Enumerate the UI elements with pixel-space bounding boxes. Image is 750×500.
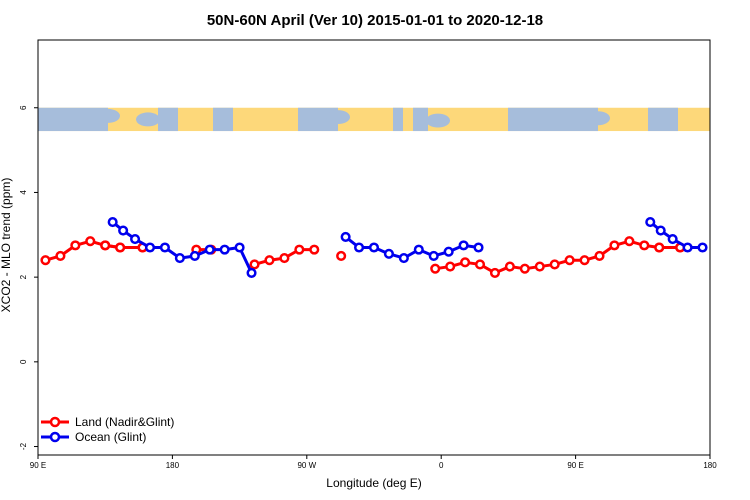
x-tick-label: 90 E — [30, 461, 46, 470]
map-ocean-region — [508, 107, 598, 132]
data-point — [655, 225, 666, 236]
data-point — [430, 263, 441, 274]
data-point — [85, 236, 96, 247]
data-point — [549, 259, 560, 270]
legend-item-land: Land (Nadir&Glint) — [41, 415, 174, 429]
data-point — [504, 261, 515, 272]
series-land — [40, 236, 686, 278]
data-point — [609, 240, 620, 251]
y-tick-label: 4 — [19, 190, 28, 195]
data-point — [264, 255, 275, 266]
legend-marker-land — [49, 416, 61, 428]
map-ocean-region — [393, 107, 403, 132]
legend-label-land: Land (Nadir&Glint) — [75, 415, 174, 429]
data-point — [564, 255, 575, 266]
data-point — [100, 240, 111, 251]
data-point — [474, 259, 486, 270]
data-point — [368, 242, 380, 253]
data-point — [594, 250, 605, 262]
data-point — [144, 242, 156, 253]
series-ocean — [107, 217, 708, 278]
data-point — [624, 236, 635, 247]
y-tick-label: 2 — [19, 274, 28, 279]
data-point — [70, 240, 81, 251]
chart-title: 50N-60N April (Ver 10) 2015-01-01 to 202… — [207, 12, 543, 29]
data-point — [428, 250, 439, 262]
y-axis: -2 0 2 4 6 — [19, 105, 38, 450]
legend: Land (Nadir&Glint) Ocean (Glint) — [41, 415, 174, 444]
y-axis-label: XCO2 - MLO trend (ppm) — [0, 178, 13, 313]
data-point — [645, 217, 656, 228]
data-point — [336, 250, 347, 262]
data-point — [246, 267, 257, 278]
x-tick-label: 180 — [703, 461, 717, 470]
data-point — [383, 248, 394, 259]
map-ocean-region — [326, 110, 350, 125]
data-point — [639, 240, 650, 251]
x-tick-label: 0 — [439, 461, 444, 470]
data-point — [234, 242, 245, 253]
data-point — [445, 261, 456, 272]
map-ocean-region — [648, 107, 678, 132]
data-point — [579, 255, 590, 266]
map-ocean-region — [586, 111, 610, 126]
data-point — [159, 242, 170, 253]
data-point — [413, 244, 424, 255]
y-tick-label: -2 — [19, 442, 28, 450]
legend-marker-ocean — [49, 431, 61, 443]
legend-item-ocean: Ocean (Glint) — [41, 430, 146, 444]
data-point — [279, 253, 290, 264]
x-tick-label: 90 E — [567, 461, 583, 470]
data-point — [682, 242, 693, 253]
data-point — [204, 244, 215, 255]
map-ocean-region — [158, 107, 178, 132]
data-point — [398, 253, 409, 264]
data-point — [443, 246, 454, 257]
data-point — [340, 231, 351, 242]
data-point — [458, 240, 469, 251]
x-axis: 90 E 180 90 W 0 90 E 180 — [30, 455, 717, 470]
series-line — [344, 235, 479, 260]
data-point — [654, 242, 665, 253]
map-ocean-region — [38, 107, 108, 132]
data-point — [130, 233, 141, 245]
plot-frame — [37, 39, 711, 456]
data-point — [115, 242, 126, 253]
map-ocean-region — [213, 107, 233, 132]
series-layer — [40, 217, 708, 278]
data-point — [309, 244, 320, 255]
data-point — [534, 261, 545, 272]
x-axis-label: Longitude (deg E) — [326, 476, 421, 490]
data-point — [460, 257, 471, 268]
data-point — [189, 250, 200, 262]
data-point — [118, 225, 129, 236]
data-point — [40, 255, 51, 266]
world-map-strip — [38, 107, 710, 132]
data-point — [219, 244, 230, 255]
data-point — [294, 244, 305, 255]
y-tick-label: 6 — [19, 105, 28, 110]
data-point — [489, 267, 501, 278]
data-point — [249, 259, 260, 270]
y-tick-label: 0 — [19, 359, 28, 364]
map-ocean-region — [426, 113, 450, 128]
map-ocean-region — [96, 108, 120, 123]
data-point — [107, 217, 118, 228]
data-point — [473, 242, 484, 253]
map-ocean-region — [413, 107, 428, 132]
data-point — [354, 242, 365, 253]
x-tick-label: 90 W — [297, 461, 316, 470]
data-point — [519, 263, 530, 274]
x-tick-label: 180 — [166, 461, 180, 470]
data-point — [667, 233, 678, 245]
legend-label-ocean: Ocean (Glint) — [75, 430, 146, 444]
map-ocean-region — [136, 112, 160, 127]
data-point — [697, 242, 708, 253]
data-point — [55, 250, 66, 262]
data-point — [174, 253, 185, 264]
